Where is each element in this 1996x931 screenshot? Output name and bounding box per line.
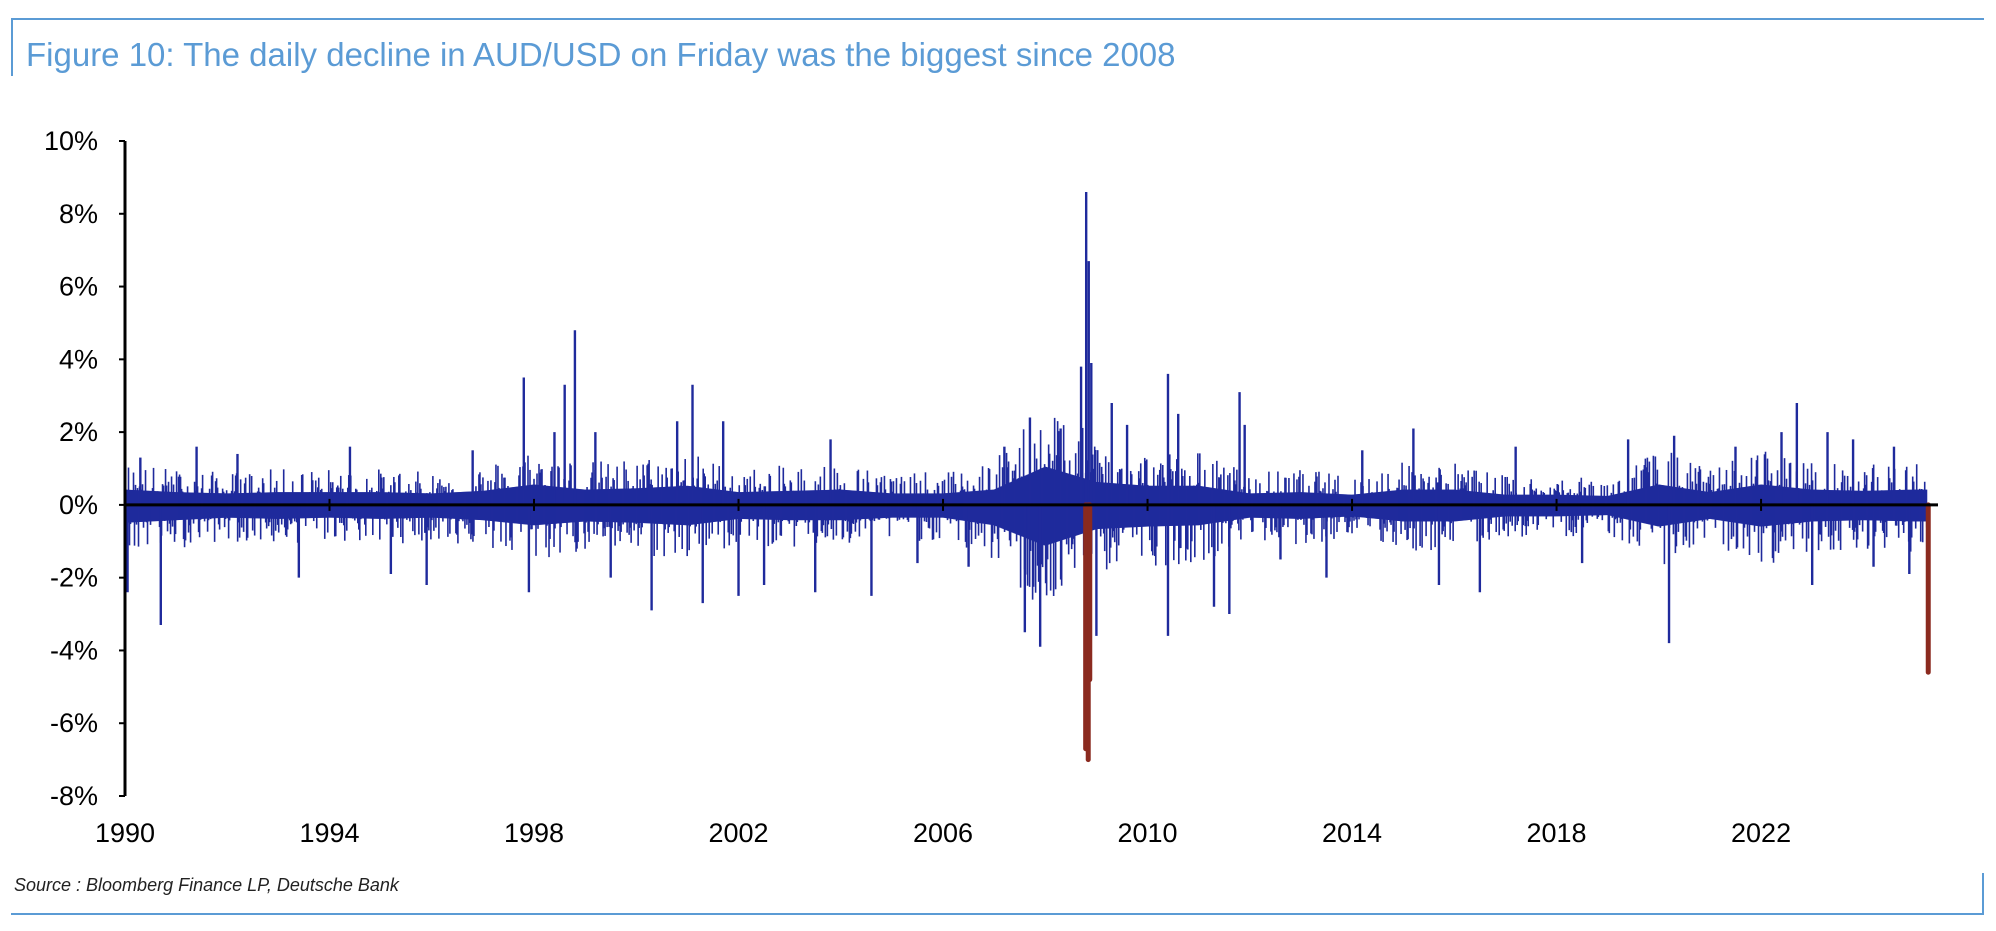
y-tick-label-7: -4% xyxy=(50,635,98,665)
source-note: Source : Bloomberg Finance LP, Deutsche … xyxy=(14,875,399,895)
frame-top-border xyxy=(11,18,1984,20)
x-tick-label-5: 2010 xyxy=(1117,818,1177,848)
figure-title: Figure 10: The daily decline in AUD/USD … xyxy=(26,36,1176,73)
x-tick-label-0: 1990 xyxy=(95,818,155,848)
x-tick-label-2: 1998 xyxy=(504,818,564,848)
x-tick-label-6: 2014 xyxy=(1322,818,1382,848)
y-tick-label-5: 0% xyxy=(59,490,98,520)
x-tick-label-4: 2006 xyxy=(913,818,973,848)
y-tick-label-4: 2% xyxy=(59,417,98,447)
x-tick-label-3: 2002 xyxy=(708,818,768,848)
y-axis-ticks: 10% 8% 6% 4% 2% 0% -2% -4% -6% -8% xyxy=(44,126,125,811)
x-axis-ticks: 1990 1994 1998 2002 2006 2010 2014 2018 2022 xyxy=(95,498,1791,848)
y-tick-label-0: 10% xyxy=(44,126,98,156)
bars-layer xyxy=(124,191,1928,647)
x-tick-label-7: 2018 xyxy=(1527,818,1587,848)
frame-bottom-border xyxy=(11,913,1984,915)
y-tick-label-6: -2% xyxy=(50,563,98,593)
axis-layer xyxy=(123,141,1938,796)
x-tick-label-1: 1994 xyxy=(299,818,359,848)
y-tick-label-2: 6% xyxy=(59,272,98,302)
frame-right-border xyxy=(1982,873,1984,914)
y-tick-label-9: -8% xyxy=(50,781,98,811)
frame-left-border xyxy=(11,18,13,76)
y-tick-label-1: 8% xyxy=(59,199,98,229)
y-tick-label-3: 4% xyxy=(59,344,98,374)
highlight-layer xyxy=(1083,502,1931,763)
y-tick-label-8: -6% xyxy=(50,708,98,738)
x-tick-label-8: 2022 xyxy=(1731,818,1791,848)
chart: 10% 8% 6% 4% 2% 0% -2% -4% -6% -8% 1990 1994 1998 20… xyxy=(44,126,1938,848)
